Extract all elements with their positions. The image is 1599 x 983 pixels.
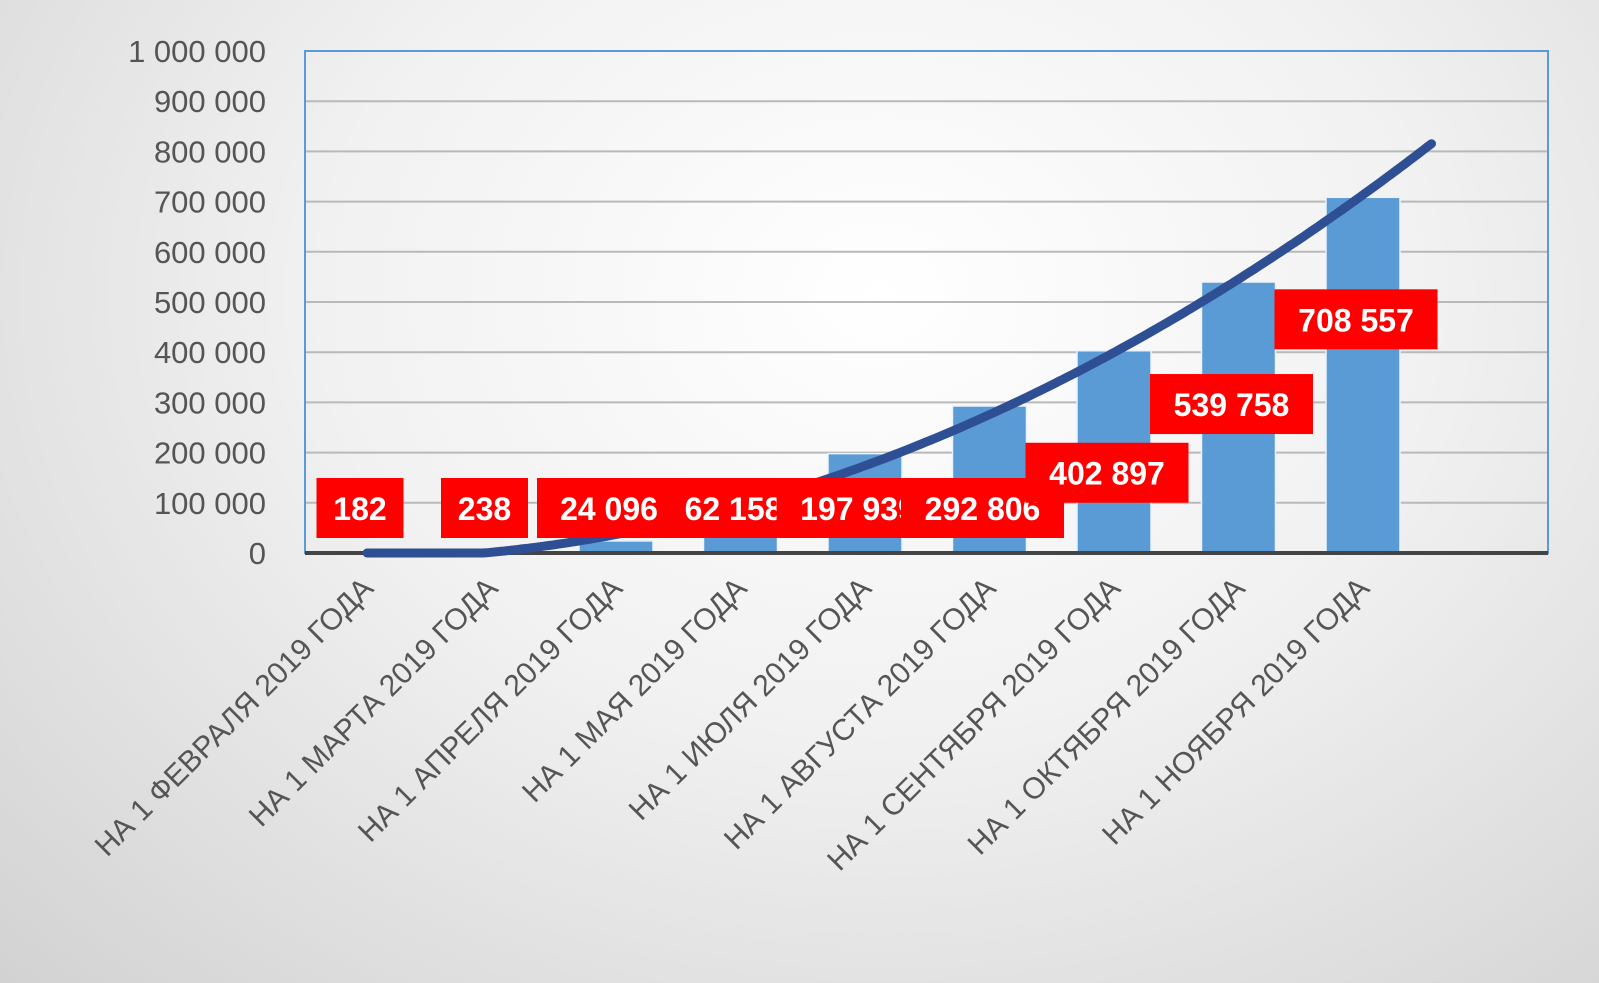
data-label-text: 238 [458,491,511,527]
grid-lines [305,100,1548,504]
data-label-text: 402 897 [1049,456,1165,492]
trendline [362,139,1436,558]
data-label-box [441,478,528,538]
data-label: 24 096 [537,478,681,538]
x-category-label: НА 1 АПРЕЛЯ 2019 ГОДА [352,572,629,849]
y-axis-ticks: 0 100 000 200 000 300 000 400 000 500 000 600 … [128,34,266,571]
data-label-text: 62 158 [685,491,783,527]
data-label-text: 197 939 [800,491,916,527]
x-category-label: НА 1 МАЯ 2019 ГОДА [516,572,753,809]
y-tick-label: 600 000 [154,235,266,270]
bar [1325,196,1401,554]
y-tick-label: 500 000 [154,285,266,320]
y-tick-label: 200 000 [154,436,266,471]
data-label-text: 708 557 [1298,302,1414,338]
data-label-box [1150,374,1313,435]
data-label-text: 24 096 [560,491,658,527]
x-category-label: НА 1 НОЯБРЯ 2019 ГОДА [1096,572,1376,852]
x-category-label: НА 1 ИЮЛЯ 2019 ГОДА [623,572,878,827]
data-label-text: 182 [333,491,386,527]
data-label: 238 [441,478,528,538]
y-tick-label: 700 000 [154,185,266,220]
y-tick-label: 400 000 [154,335,266,370]
data-label: 539 758 [1150,374,1313,435]
data-label: 402 897 [1025,442,1189,503]
y-tick-label: 300 000 [154,385,266,420]
y-tick-label: 800 000 [154,134,266,169]
x-category-label: НА 1 МАРТА 2019 ГОДА [243,572,505,834]
data-label-box [1025,442,1189,503]
data-label-text: 539 758 [1174,387,1290,423]
y-tick-label: 100 000 [154,486,266,521]
data-label: 182 [316,478,404,538]
data-label-box [316,478,404,538]
x-category-label: НА 1 АВГУСТА 2019 ГОДА [718,572,1003,857]
data-label-box [1274,289,1438,350]
data-label: 708 557 [1274,289,1438,350]
data-label-box [537,478,681,538]
data-label-text: 292 806 [925,491,1041,527]
y-tick-label: 900 000 [154,84,266,119]
y-tick-label: 1 000 000 [128,34,266,69]
y-tick-label: 0 [249,536,266,571]
